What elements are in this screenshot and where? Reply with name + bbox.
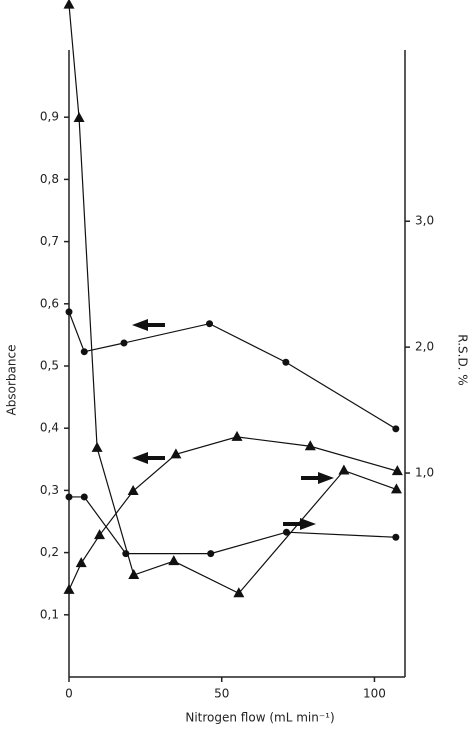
point — [207, 550, 215, 558]
series-line — [68, 436, 398, 591]
point — [338, 464, 350, 475]
arrow-right — [301, 472, 334, 484]
series-line — [69, 496, 396, 555]
arrows — [132, 319, 334, 530]
y-tick-label: 0,4 — [40, 421, 59, 435]
x-tick-label: 50 — [214, 687, 229, 701]
point — [391, 465, 403, 476]
point — [206, 320, 214, 328]
point — [80, 493, 88, 501]
y-tick-label: 0,6 — [40, 296, 59, 310]
y-tick-label: 0,1 — [40, 607, 59, 621]
arrow-left — [132, 452, 165, 464]
point — [231, 430, 243, 441]
x-tick-label: 100 — [363, 687, 386, 701]
x-tick-label: 0 — [65, 687, 73, 701]
point — [120, 339, 128, 347]
y2-axis-title: R.S.D. % — [456, 334, 470, 385]
point — [63, 0, 75, 9]
y2-tick-label: 3,0 — [415, 214, 434, 228]
y2-tick-label: 1,0 — [415, 466, 434, 480]
point — [65, 493, 73, 501]
point — [94, 529, 106, 540]
point — [282, 528, 290, 536]
y-axis-title: Absorbance — [5, 345, 19, 416]
series-line — [68, 311, 397, 430]
y-tick-label: 0,5 — [40, 359, 59, 373]
point — [80, 348, 88, 356]
x-axis-title: Nitrogen flow (mL min⁻¹) — [185, 711, 334, 725]
point — [128, 569, 140, 580]
y-tick-label: 0,2 — [40, 545, 59, 559]
point — [91, 441, 103, 452]
point — [392, 425, 400, 433]
point — [63, 583, 75, 594]
arrow-left — [132, 319, 165, 331]
y-tick-label: 0,8 — [40, 172, 59, 186]
y-tick-label: 0,9 — [40, 110, 59, 124]
point — [233, 587, 245, 598]
y-tick-label: 0,3 — [40, 483, 59, 497]
y2-tick-label: 2,0 — [415, 340, 434, 354]
point — [127, 485, 139, 496]
point — [73, 111, 85, 122]
point — [65, 308, 73, 316]
point — [75, 557, 87, 568]
point — [392, 533, 400, 541]
point — [390, 483, 402, 494]
point — [122, 550, 130, 558]
y-tick-label: 0,7 — [40, 234, 59, 248]
point — [170, 448, 182, 459]
point — [282, 358, 290, 366]
point — [304, 440, 316, 451]
arrow-right — [283, 518, 316, 530]
series-line — [68, 4, 397, 595]
point — [168, 555, 180, 566]
